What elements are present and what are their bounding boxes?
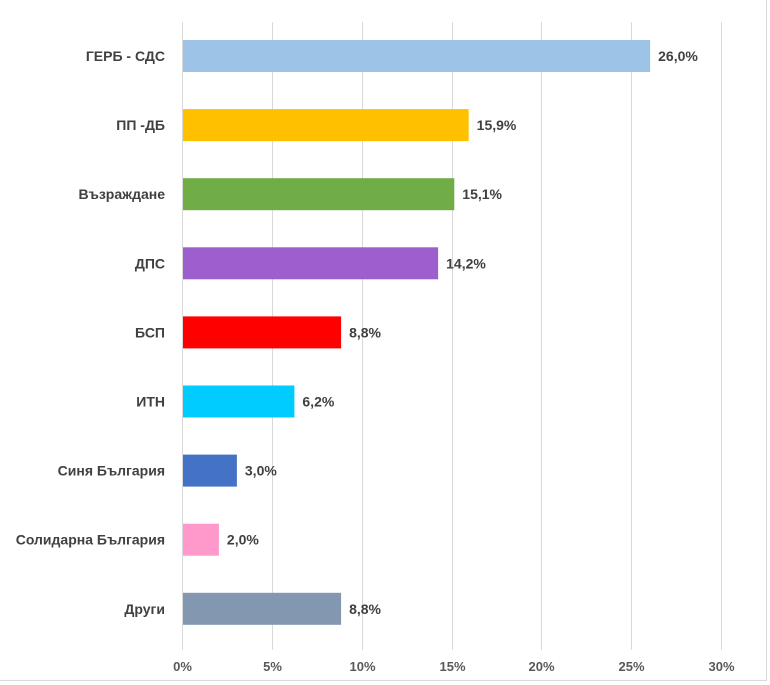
category-label: ДПС bbox=[135, 255, 165, 271]
category-label: БСП bbox=[135, 324, 165, 340]
x-tick-label: 15% bbox=[439, 659, 465, 674]
x-tick-label: 0% bbox=[173, 659, 192, 674]
category-label: Други bbox=[124, 601, 165, 617]
bar bbox=[183, 40, 651, 72]
category-label: Възраждане bbox=[79, 186, 166, 202]
bar bbox=[183, 316, 342, 349]
bar bbox=[183, 247, 439, 280]
category-label: ГЕРБ - СДС bbox=[86, 48, 165, 64]
bar bbox=[183, 178, 455, 211]
x-tick-label: 20% bbox=[528, 659, 554, 674]
bars bbox=[183, 40, 651, 625]
bar bbox=[183, 523, 219, 556]
bar bbox=[183, 592, 342, 625]
category-label: Синя България bbox=[58, 463, 165, 479]
category-label: ИТН bbox=[136, 394, 165, 410]
category-labels: ГЕРБ - СДС ПП -ДБ Възраждане ДПС БСП ИТН Синя … bbox=[16, 48, 165, 617]
bar bbox=[183, 454, 237, 487]
x-tick-label: 10% bbox=[349, 659, 375, 674]
data-label: 2,0% bbox=[227, 532, 259, 548]
value-labels: 26,0% 15,9% 15,1% 14,2% 8,8% 6,2% 3,0% 2,0% 8,8% bbox=[227, 48, 698, 617]
category-label: Солидарна България bbox=[16, 532, 165, 548]
data-label: 26,0% bbox=[658, 48, 698, 64]
data-label: 8,8% bbox=[349, 324, 381, 340]
data-label: 14,2% bbox=[446, 255, 486, 271]
x-tick-labels: 0% 5% 10% 15% 20% 25% 30% bbox=[173, 659, 735, 674]
data-label: 3,0% bbox=[245, 463, 277, 479]
x-tick-label: 30% bbox=[708, 659, 734, 674]
data-label: 15,9% bbox=[477, 117, 517, 133]
bar bbox=[183, 109, 469, 142]
data-label: 15,1% bbox=[462, 186, 502, 202]
data-label: 8,8% bbox=[349, 601, 381, 617]
category-label: ПП -ДБ bbox=[116, 117, 165, 133]
x-tick-label: 25% bbox=[618, 659, 644, 674]
data-label: 6,2% bbox=[302, 394, 334, 410]
bar bbox=[183, 385, 295, 418]
x-tick-label: 5% bbox=[263, 659, 282, 674]
